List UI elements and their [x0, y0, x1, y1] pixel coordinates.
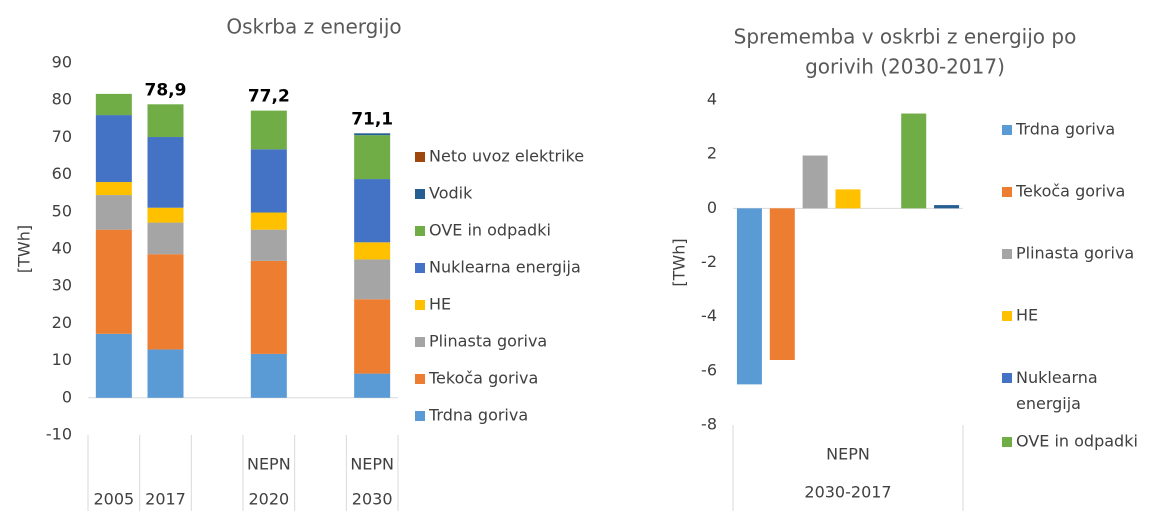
legend-swatch: [415, 263, 425, 273]
legend-label: Trdna goriva: [428, 406, 528, 425]
y-tick-label: 40: [52, 239, 72, 258]
y-axis-label: [TWh]: [670, 238, 689, 286]
bar-segment: [250, 110, 287, 150]
legend-label: OVE in odpadki: [429, 221, 551, 240]
legend-swatch: [1002, 437, 1012, 447]
legend-label: Plinasta goriva: [429, 332, 547, 351]
bar: [736, 208, 762, 385]
legend-swatch: [415, 226, 425, 236]
legend-swatch: [415, 300, 425, 310]
legend-label: HE: [429, 295, 451, 314]
bar-segment: [354, 373, 391, 398]
x-tick-label: 2017: [145, 490, 186, 509]
bar-segment: [354, 133, 391, 136]
legend-label: Plinasta goriva: [1016, 244, 1134, 263]
legend-label: Vodik: [429, 184, 473, 203]
y-tick-label: 20: [52, 313, 72, 332]
bar: [934, 205, 960, 209]
bar-segment: [95, 182, 132, 196]
bar: [901, 113, 927, 209]
total-label: 71,1: [351, 109, 393, 129]
legend-swatch: [415, 411, 425, 421]
legend-swatch: [415, 152, 425, 162]
bar-segment: [354, 242, 391, 260]
bar-segment: [354, 299, 391, 374]
legend-line: Nuklearna: [1016, 368, 1098, 387]
y-tick-label: 60: [52, 164, 72, 183]
x-tick-label: NEPN: [826, 445, 870, 464]
total-label: 77,2: [248, 87, 290, 107]
y-tick-label: 70: [52, 127, 72, 146]
y-tick-label: 2: [707, 144, 717, 163]
y-tick-label: -6: [701, 360, 717, 379]
legend-swatch: [1002, 187, 1012, 197]
bar-segment: [95, 333, 132, 398]
legend-swatch: [1002, 249, 1012, 259]
legend-label: Tekoča goriva: [428, 369, 538, 388]
y-tick-label: 80: [52, 90, 72, 109]
legend-label: Trdna goriva: [1015, 120, 1115, 139]
y-tick-label: 0: [707, 198, 717, 217]
bar-segment: [147, 207, 184, 223]
bar-segment: [250, 229, 287, 261]
y-tick-label: 10: [52, 350, 72, 369]
bar-segment: [354, 135, 391, 180]
bar-segment: [95, 115, 132, 183]
x-tick-label: NEPN: [247, 455, 291, 474]
chart-title: Oskrba z energijo: [226, 15, 401, 39]
chart-title: gorivih (2030-2017): [805, 55, 1005, 79]
total-label: 78,9: [145, 80, 187, 100]
legend-swatch: [1002, 373, 1012, 383]
bar-segment: [354, 179, 391, 243]
y-tick-label: 4: [707, 90, 717, 109]
legend-swatch: [415, 337, 425, 347]
bar-segment: [354, 259, 391, 300]
y-tick-label: 50: [52, 201, 72, 220]
legend-label: Nuklearna energija: [429, 258, 581, 277]
bar-segment: [95, 229, 132, 334]
legend-line: energija: [1016, 394, 1081, 413]
legend-swatch: [415, 374, 425, 384]
y-tick-label: -8: [701, 415, 717, 434]
bar-segment: [250, 353, 287, 398]
bar: [769, 208, 795, 360]
y-tick-label: -10: [46, 425, 72, 444]
y-tick-label: -4: [701, 306, 717, 325]
y-tick-label: 30: [52, 276, 72, 295]
legend-label: OVE in odpadki: [1016, 432, 1138, 451]
x-tick-label: 2030-2017: [804, 483, 891, 502]
bar-segment: [147, 254, 184, 350]
bar-segment: [147, 137, 184, 208]
bar-segment: [95, 195, 132, 230]
x-tick-label: 2020: [248, 490, 289, 509]
y-tick-label: -2: [701, 252, 717, 271]
legend-label: Tekoča goriva: [1015, 182, 1125, 201]
y-axis-label: [TWh]: [15, 225, 34, 273]
legend-label: Neto uvoz elektrike: [429, 147, 584, 166]
bar-segment: [95, 93, 132, 116]
bar: [835, 189, 861, 209]
bar-segment: [250, 149, 287, 213]
legend-label: HE: [1016, 306, 1038, 325]
legend-swatch: [1002, 125, 1012, 135]
legend-label: Nuklearna energija: [1016, 368, 1098, 413]
y-tick-label: 0: [62, 387, 72, 406]
x-tick-label: 2030: [352, 490, 393, 509]
chart-title: Sprememba v oskrbi z energijo po: [734, 25, 1077, 49]
x-tick-label: 2005: [93, 490, 134, 509]
bar-segment: [250, 260, 287, 354]
bar-segment: [147, 104, 184, 138]
bar-segment: [147, 222, 184, 255]
x-tick-label: NEPN: [350, 455, 394, 474]
legend-swatch: [1002, 311, 1012, 321]
bar-segment: [147, 349, 184, 398]
bar-segment: [250, 212, 287, 230]
bar: [802, 155, 828, 209]
legend-swatch: [415, 189, 425, 199]
y-tick-label: 90: [52, 53, 72, 72]
